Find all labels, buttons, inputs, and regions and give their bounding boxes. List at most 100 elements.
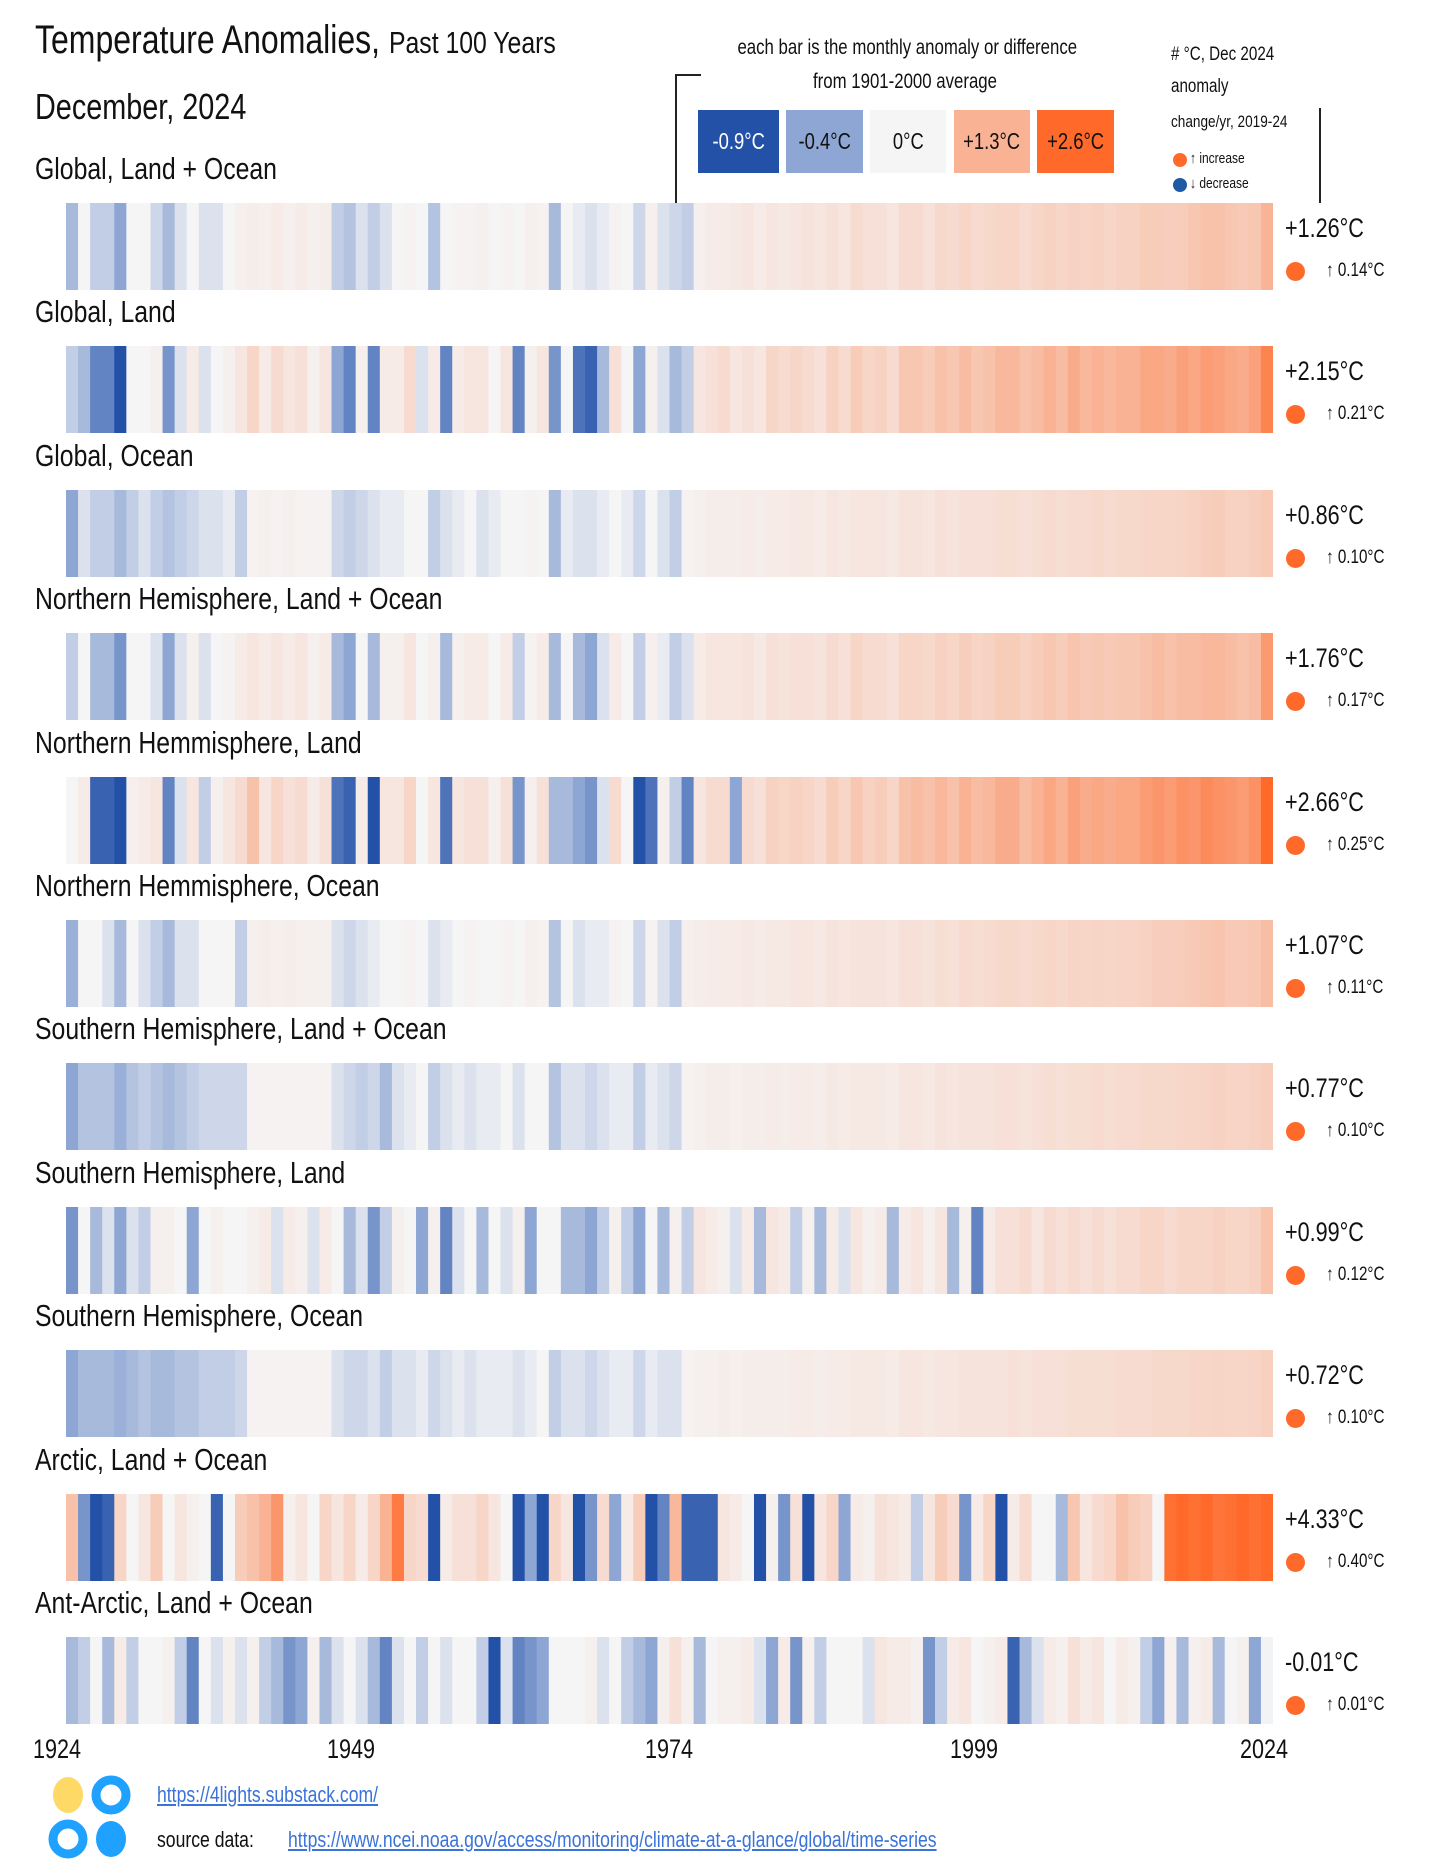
stripe bbox=[621, 776, 634, 864]
stripe bbox=[935, 776, 948, 864]
stripe bbox=[222, 1206, 236, 1294]
stripe bbox=[355, 1063, 369, 1151]
stripe bbox=[198, 633, 212, 721]
stripe bbox=[681, 489, 695, 577]
stripe bbox=[741, 1493, 755, 1581]
source-link[interactable]: https://www.ncei.noaa.gov/access/monitor… bbox=[288, 1827, 937, 1852]
stripe bbox=[874, 633, 888, 721]
stripe bbox=[114, 633, 127, 721]
stripe bbox=[1224, 346, 1238, 434]
stripe bbox=[1031, 1206, 1045, 1294]
stripe bbox=[307, 203, 321, 290]
row-label-text: Arctic, Land + Ocean bbox=[35, 1441, 268, 1477]
stripe bbox=[66, 633, 79, 721]
stripe bbox=[838, 1637, 852, 1724]
legend-increase-text: ↑ increase bbox=[1190, 150, 1245, 167]
stripe bbox=[1104, 489, 1117, 577]
stripe bbox=[910, 776, 924, 864]
stripe bbox=[1104, 1350, 1117, 1438]
stripe bbox=[403, 346, 417, 434]
stripe bbox=[1007, 346, 1021, 434]
stripe bbox=[850, 346, 864, 434]
x-tick-label: 2024 bbox=[1239, 1734, 1289, 1764]
stripe bbox=[1200, 1063, 1214, 1151]
stripe bbox=[645, 1063, 659, 1151]
stripe bbox=[464, 1637, 477, 1724]
stripe bbox=[138, 1493, 152, 1581]
stripe bbox=[234, 203, 248, 290]
stripe bbox=[959, 203, 972, 290]
stripe bbox=[681, 1493, 695, 1581]
stripe bbox=[295, 1063, 308, 1151]
stripe bbox=[343, 633, 357, 721]
stripe bbox=[681, 1350, 695, 1438]
stripe bbox=[1224, 1063, 1238, 1151]
stripe bbox=[1152, 776, 1165, 864]
legend-right-text: # °C, Dec 2024 bbox=[1171, 44, 1275, 65]
legend-swatch-label: -0.4°C bbox=[798, 128, 851, 154]
stripe bbox=[621, 1063, 634, 1151]
stripe bbox=[886, 1493, 900, 1581]
stripe bbox=[1140, 203, 1153, 290]
stripe bbox=[898, 203, 912, 290]
stripe bbox=[343, 1206, 357, 1294]
stripe bbox=[1212, 776, 1226, 864]
stripe bbox=[1128, 776, 1141, 864]
stripe bbox=[1248, 346, 1262, 434]
stripe bbox=[585, 776, 598, 864]
stripe bbox=[1164, 1493, 1178, 1581]
stripe bbox=[512, 489, 526, 577]
stripe bbox=[343, 203, 357, 290]
stripe bbox=[959, 1637, 972, 1724]
stripe bbox=[343, 1637, 357, 1724]
latest-anomaly: +1.76°C bbox=[1285, 643, 1384, 674]
stripe bbox=[524, 776, 538, 864]
stripe bbox=[319, 1493, 333, 1581]
stripe bbox=[790, 1637, 803, 1724]
legend-right-line2: anomaly bbox=[1171, 76, 1243, 98]
stripe bbox=[1091, 920, 1105, 1007]
logo bbox=[48, 1775, 131, 1859]
stripe bbox=[995, 776, 1009, 864]
stripe bbox=[379, 1350, 393, 1438]
stripe bbox=[174, 776, 188, 864]
stripe bbox=[391, 920, 405, 1007]
stripe bbox=[403, 489, 417, 577]
stripe bbox=[1007, 920, 1021, 1007]
stripe bbox=[1104, 1063, 1117, 1151]
change-per-year: ↑ 0.01°C bbox=[1326, 1694, 1399, 1716]
stripe bbox=[355, 633, 369, 721]
stripe bbox=[766, 776, 779, 864]
stripe bbox=[391, 776, 405, 864]
stripe bbox=[983, 920, 996, 1007]
stripe bbox=[1236, 1637, 1250, 1724]
stripe bbox=[1212, 633, 1226, 721]
stripe bbox=[560, 1637, 574, 1724]
latest-anomaly: +0.72°C bbox=[1285, 1360, 1384, 1391]
stripe bbox=[922, 633, 936, 721]
legend-decrease: ↓ decrease bbox=[1190, 175, 1263, 192]
change-text: ↑ 0.10°C bbox=[1326, 1120, 1385, 1142]
stripe bbox=[403, 1493, 417, 1581]
stripe bbox=[1091, 489, 1105, 577]
stripe bbox=[355, 1637, 369, 1724]
stripe bbox=[729, 920, 743, 1007]
stripe bbox=[403, 633, 417, 721]
stripe bbox=[898, 1493, 912, 1581]
stripe bbox=[271, 489, 284, 577]
stripe bbox=[343, 1350, 357, 1438]
stripe bbox=[1116, 346, 1129, 434]
stripe bbox=[319, 1637, 333, 1724]
stripe bbox=[1152, 1493, 1165, 1581]
stripe bbox=[1116, 1637, 1129, 1724]
substack-link[interactable]: https://4lights.substack.com/ bbox=[157, 1782, 379, 1807]
stripe bbox=[729, 1206, 743, 1294]
stripe bbox=[850, 1063, 864, 1151]
stripe bbox=[512, 1206, 526, 1294]
stripe bbox=[150, 346, 164, 434]
stripe bbox=[126, 1493, 140, 1581]
stripe bbox=[247, 1063, 260, 1151]
stripe bbox=[826, 1063, 840, 1151]
stripe bbox=[295, 633, 308, 721]
subtitle-text: December, 2024 bbox=[35, 86, 247, 127]
